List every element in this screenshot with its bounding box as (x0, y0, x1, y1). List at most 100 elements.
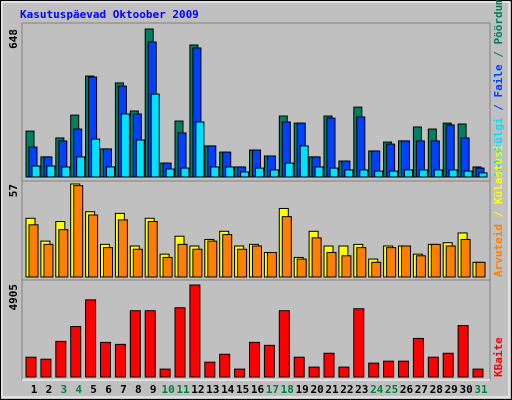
bar (359, 169, 369, 178)
bar (165, 168, 175, 178)
x-tick-label: 29 (445, 383, 458, 396)
bar (293, 356, 305, 378)
bar (329, 167, 339, 178)
y-tick-label: 4905 (7, 284, 20, 311)
bar (284, 162, 294, 178)
bar (296, 258, 307, 278)
x-tick-label: 11 (176, 383, 190, 396)
x-tick-label: 24 (370, 383, 384, 396)
bar (225, 166, 235, 178)
x-tick-label: 8 (135, 383, 142, 396)
bar (147, 221, 158, 278)
bar (299, 145, 309, 178)
bar (132, 248, 143, 278)
bar (374, 170, 384, 178)
bar (31, 165, 41, 178)
bar (412, 337, 424, 378)
bar (278, 310, 290, 378)
bar (43, 243, 54, 278)
bar (195, 121, 205, 178)
x-tick-label: 20 (310, 383, 323, 396)
bar (308, 366, 320, 378)
bar (174, 307, 186, 378)
x-tick-label: 31 (474, 383, 488, 396)
y-tick-label: 57 (7, 184, 20, 197)
bar (85, 299, 97, 378)
bar (311, 237, 322, 278)
legend-entry: Arvuteid (492, 224, 505, 277)
bar (445, 245, 456, 278)
bar (389, 170, 399, 178)
bar (326, 252, 337, 278)
legend-entry: Külastusi (492, 144, 505, 204)
bar (338, 366, 350, 378)
x-tick-label: 5 (90, 383, 97, 396)
bar (25, 356, 37, 378)
x-tick-label: 25 (385, 383, 398, 396)
bar (159, 368, 171, 378)
bar (341, 255, 352, 278)
x-tick-label: 2 (46, 383, 53, 396)
bar (430, 243, 441, 278)
bar (204, 361, 216, 378)
bar (114, 343, 126, 378)
x-tick-label: 13 (206, 383, 219, 396)
bar (252, 245, 262, 278)
bar (28, 224, 39, 278)
x-tick-label: 18 (281, 383, 294, 396)
bar (356, 247, 367, 278)
x-tick-label: 10 (161, 383, 174, 396)
bar (445, 124, 455, 178)
bar (457, 325, 469, 378)
legend-entry: Lehekülgi (492, 117, 505, 177)
bar (266, 252, 277, 278)
bar (344, 169, 354, 178)
bar (70, 326, 82, 378)
bar (135, 139, 145, 178)
bar (460, 238, 471, 278)
bar (189, 284, 201, 378)
bar (150, 93, 160, 178)
bar (129, 310, 141, 378)
bar (222, 234, 233, 278)
x-tick-label: 3 (60, 383, 67, 396)
bar (404, 169, 413, 178)
bar (162, 256, 173, 278)
bar (371, 261, 382, 278)
bar (210, 166, 220, 178)
bar (323, 352, 335, 378)
bar (415, 255, 426, 278)
bar (91, 138, 101, 178)
bar (269, 169, 279, 178)
y-tick-label: 648 (7, 29, 20, 49)
bar (383, 360, 395, 378)
legend-entry: Pöördumisi (492, 0, 505, 45)
bar (314, 166, 324, 178)
bar (398, 360, 409, 378)
x-tick-label: 4 (75, 383, 82, 396)
x-tick-label: 23 (355, 383, 368, 396)
x-tick-label: 15 (236, 383, 249, 396)
bar (263, 344, 275, 378)
bar (144, 310, 156, 378)
bar (40, 358, 52, 378)
legend: KBaite (492, 337, 505, 377)
bar (386, 247, 397, 278)
bar (463, 170, 473, 178)
bar (475, 261, 486, 278)
bar (177, 243, 188, 278)
bar (353, 308, 365, 378)
bar (281, 216, 292, 278)
x-tick-label: 14 (221, 383, 235, 396)
bar (55, 340, 67, 378)
x-tick-label: 17 (266, 383, 279, 396)
x-tick-label: 19 (296, 383, 309, 396)
bar (240, 171, 250, 178)
x-tick-label: 7 (120, 383, 127, 396)
x-tick-label: 26 (400, 383, 414, 396)
legend-separator: / (492, 45, 505, 65)
x-tick-label: 21 (325, 383, 339, 396)
bar (368, 362, 380, 378)
